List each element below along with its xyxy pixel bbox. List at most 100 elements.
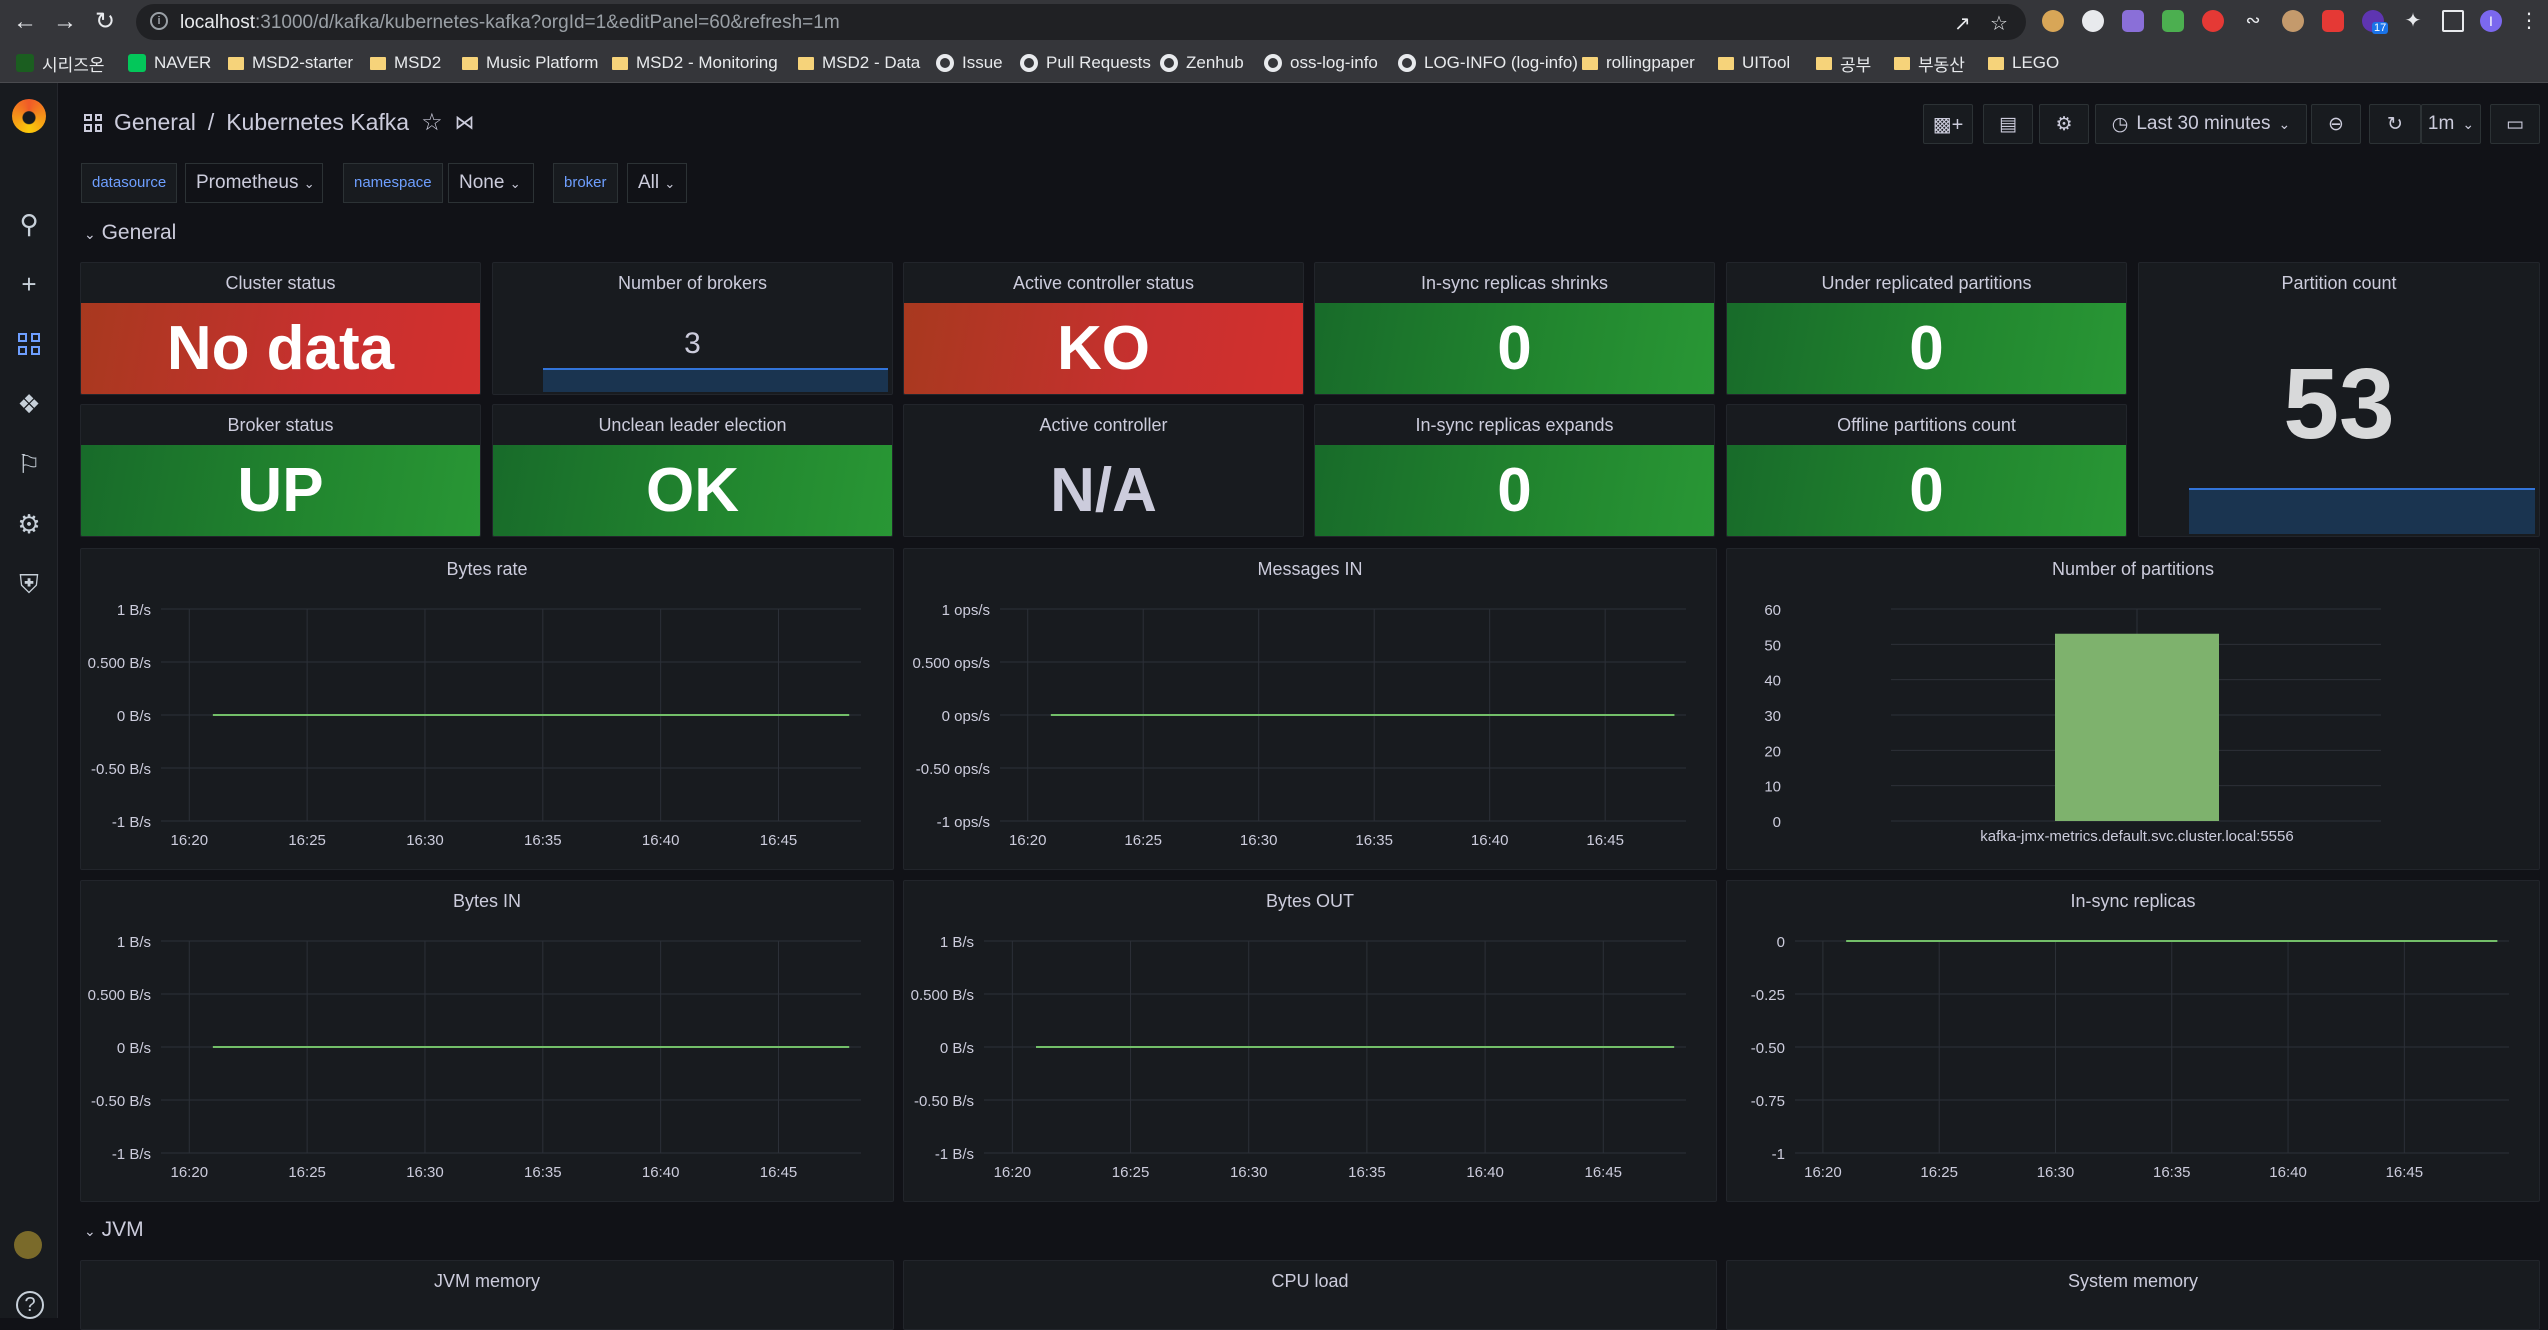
- panel-active-controller[interactable]: Active controller N/A: [903, 404, 1304, 537]
- bookmark-item[interactable]: 시리즈온: [16, 52, 105, 75]
- y-tick-label: 10: [1764, 779, 1781, 796]
- panel-partition-count[interactable]: Partition count 53: [2138, 262, 2540, 537]
- bookmark-item[interactable]: 공부: [1816, 52, 1871, 75]
- x-tick-label: 16:45: [760, 1164, 798, 1181]
- y-tick-label: 0 B/s: [117, 1040, 151, 1057]
- panel-bytes-out[interactable]: Bytes OUT 1 B/s 0.500 B/s 0 B/s -0.50 B/s -1…: [903, 880, 1717, 1202]
- stat-value: 0: [1727, 303, 2126, 394]
- panel-bytes-rate[interactable]: Bytes rate 1 B/s 0.500 B/s 0 B/s -0.50 B/s -…: [80, 548, 894, 870]
- extension-face-icon[interactable]: [2282, 10, 2304, 32]
- panel-number-of-partitions[interactable]: Number of partitions 60 50 40 30 20 10 0 kafka-…: [1726, 548, 2540, 870]
- star-icon[interactable]: ☆: [421, 109, 443, 136]
- x-tick-label: kafka-jmx-metrics.default.svc.cluster.lo…: [1980, 828, 2293, 845]
- x-tick-label: 16:35: [524, 832, 562, 849]
- refresh-interval-picker[interactable]: 1m ⌄: [2421, 104, 2481, 144]
- panel-active-controller-status[interactable]: Active controller status KO: [903, 262, 1304, 395]
- panel-bytes-in[interactable]: Bytes IN 1 B/s 0.500 B/s 0 B/s -0.50 B/s -1 …: [80, 880, 894, 1202]
- bookmark-item[interactable]: rollingpaper: [1582, 52, 1695, 74]
- refresh-icon: ↻: [2387, 113, 2403, 135]
- configuration-gear-icon[interactable]: ⚙: [17, 509, 41, 539]
- panel-broker-status[interactable]: Broker status UP: [80, 404, 481, 537]
- side-panel-icon[interactable]: [2442, 10, 2464, 32]
- site-info-icon[interactable]: i: [150, 12, 168, 30]
- panel-title: Active controller status: [1012, 273, 1195, 293]
- dashboards-icon[interactable]: [14, 329, 44, 359]
- grafana-logo-icon[interactable]: [12, 99, 46, 133]
- chevron-down-icon: ⌄: [84, 226, 96, 242]
- bookmark-item[interactable]: LEGO: [1988, 52, 2059, 74]
- panel-system-memory[interactable]: System memory: [1726, 1260, 2540, 1330]
- profile-avatar[interactable]: I: [2480, 10, 2502, 32]
- panel-cpu-load[interactable]: CPU load: [903, 1260, 1717, 1330]
- bookmark-item[interactable]: UITool: [1718, 52, 1790, 74]
- bookmark-item[interactable]: Music Platform: [462, 52, 598, 74]
- panel-isr-shrinks[interactable]: In-sync replicas shrinks 0: [1314, 262, 1715, 395]
- y-tick-label: 1 ops/s: [942, 602, 990, 619]
- search-icon[interactable]: ⚲: [19, 209, 39, 239]
- panel-cluster-status[interactable]: Cluster status No data: [80, 262, 481, 395]
- bookmark-item[interactable]: Pull Requests: [1020, 52, 1151, 74]
- browser-menu-icon[interactable]: ⋮: [2519, 10, 2539, 32]
- bookmark-item[interactable]: NAVER: [128, 52, 211, 74]
- server-admin-shield-icon[interactable]: ⛨: [19, 569, 39, 599]
- share-dashboard-icon[interactable]: ⋈: [454, 112, 475, 134]
- variable-select-datasource[interactable]: Prometheus ⌄: [185, 163, 323, 203]
- extension-circle-icon[interactable]: [2082, 10, 2104, 32]
- refresh-button[interactable]: ↻: [2369, 104, 2421, 144]
- breadcrumb-folder[interactable]: General: [114, 109, 196, 135]
- reload-icon[interactable]: ↻: [94, 8, 116, 35]
- url-text[interactable]: localhost:31000/d/kafka/kubernetes-kafka…: [180, 12, 840, 33]
- bookmark-item[interactable]: 부동산: [1894, 52, 1965, 75]
- extension-calendar-icon[interactable]: [2322, 10, 2344, 32]
- github-icon: [1020, 54, 1038, 72]
- folder-icon: [228, 56, 244, 70]
- explore-compass-icon[interactable]: ❖: [17, 389, 41, 419]
- panel-isr-expands[interactable]: In-sync replicas expands 0: [1314, 404, 1715, 537]
- bookmark-item[interactable]: Zenhub: [1160, 52, 1244, 74]
- alerting-bell-icon[interactable]: ⚐: [17, 449, 41, 479]
- bookmark-item[interactable]: LOG-INFO (log-info): [1398, 52, 1578, 74]
- bookmark-item[interactable]: oss-log-info: [1264, 52, 1378, 74]
- extensions-puzzle-icon[interactable]: ✦: [2404, 10, 2422, 32]
- save-dashboard-button[interactable]: ▤: [1983, 104, 2033, 144]
- user-avatar[interactable]: [14, 1231, 42, 1259]
- extension-car-icon[interactable]: [2162, 10, 2184, 32]
- bookmark-star-icon[interactable]: ☆: [1990, 13, 2008, 35]
- panel-messages-in[interactable]: Messages IN 1 ops/s 0.500 ops/s 0 ops/s -0.…: [903, 548, 1717, 870]
- zoom-out-button[interactable]: ⊖: [2311, 104, 2361, 144]
- plus-icon[interactable]: +: [21, 269, 37, 299]
- back-icon[interactable]: ←: [13, 8, 37, 35]
- panel-unclean-leader-election[interactable]: Unclean leader election OK: [492, 404, 893, 537]
- dashboard-settings-button[interactable]: ⚙: [2039, 104, 2089, 144]
- extension-badge-icon[interactable]: 17: [2362, 10, 2389, 34]
- chevron-down-icon: ⌄: [303, 176, 315, 191]
- panel-in-sync-replicas[interactable]: In-sync replicas 0 -0.25 -0.50 -0.75 -1 16:20…: [1726, 880, 2540, 1202]
- panel-number-of-brokers[interactable]: Number of brokers 3: [492, 262, 893, 395]
- tv-mode-button[interactable]: ▭: [2490, 104, 2540, 144]
- address-bar[interactable]: i localhost:31000/d/kafka/kubernetes-kaf…: [136, 4, 2026, 40]
- dashboard-grid-icon: [84, 113, 102, 132]
- row-general[interactable]: ⌄ General: [84, 221, 176, 245]
- extension-git-icon[interactable]: ∾: [2245, 10, 2261, 30]
- time-picker-button[interactable]: ◷ Last 30 minutes ⌄: [2095, 104, 2307, 144]
- forward-icon[interactable]: →: [53, 8, 77, 35]
- extension-red-icon[interactable]: [2202, 10, 2224, 32]
- dashboard-title[interactable]: Kubernetes Kafka: [226, 109, 410, 135]
- panel-under-replicated-partitions[interactable]: Under replicated partitions 0: [1726, 262, 2127, 395]
- share-icon[interactable]: ↗: [1954, 13, 1971, 35]
- panel-jvm-memory[interactable]: JVM memory: [80, 1260, 894, 1330]
- bookmark-item[interactable]: MSD2 - Data: [798, 52, 920, 74]
- bookmark-item[interactable]: Issue: [936, 52, 1003, 74]
- bookmark-item[interactable]: MSD2 - Monitoring: [612, 52, 778, 74]
- row-jvm[interactable]: ⌄ JVM: [84, 1218, 144, 1242]
- bookmark-item[interactable]: MSD2: [370, 52, 441, 74]
- variable-select-namespace[interactable]: None ⌄: [448, 163, 534, 203]
- panel-offline-partitions[interactable]: Offline partitions count 0: [1726, 404, 2127, 537]
- bookmark-item[interactable]: MSD2-starter: [228, 52, 353, 74]
- add-panel-button[interactable]: ▩+: [1923, 104, 1973, 144]
- extension-cookie-icon[interactable]: [2042, 10, 2064, 32]
- y-tick-label: 0.500 B/s: [88, 987, 151, 1004]
- help-icon[interactable]: ?: [16, 1291, 44, 1319]
- variable-select-broker[interactable]: All ⌄: [627, 163, 687, 203]
- extension-shield-icon[interactable]: [2122, 10, 2144, 32]
